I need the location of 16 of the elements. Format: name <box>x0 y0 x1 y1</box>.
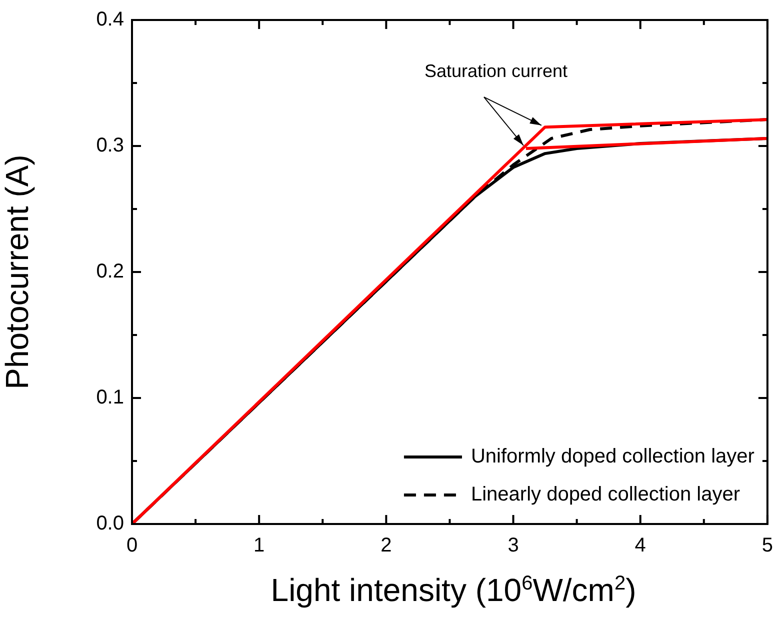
x-tick-label: 5 <box>762 534 773 557</box>
y-tick-label: 0.2 <box>96 260 124 283</box>
legend-label: Linearly doped collection layer <box>470 484 740 506</box>
x-tick-label: 0 <box>126 534 138 557</box>
x-tick-label: 4 <box>634 534 646 557</box>
x-tick-label: 3 <box>508 534 519 557</box>
x-tick-label: 2 <box>380 534 392 557</box>
y-tick-label: 0.3 <box>96 134 124 157</box>
x-tick-label: 1 <box>254 534 265 557</box>
x-axis-title: Light intensity (10$^{6}$W/cm$^{2}$) <box>270 572 638 609</box>
y-tick-label: 0.0 <box>96 512 124 535</box>
annotation: Saturation current <box>424 61 568 82</box>
legend-label: Uniformly doped collection layer <box>470 446 755 468</box>
y-axis-title: Photocurrent (A) <box>0 154 36 390</box>
y-tick-label: 0.4 <box>96 8 124 31</box>
y-tick-label: 0.1 <box>96 386 124 409</box>
